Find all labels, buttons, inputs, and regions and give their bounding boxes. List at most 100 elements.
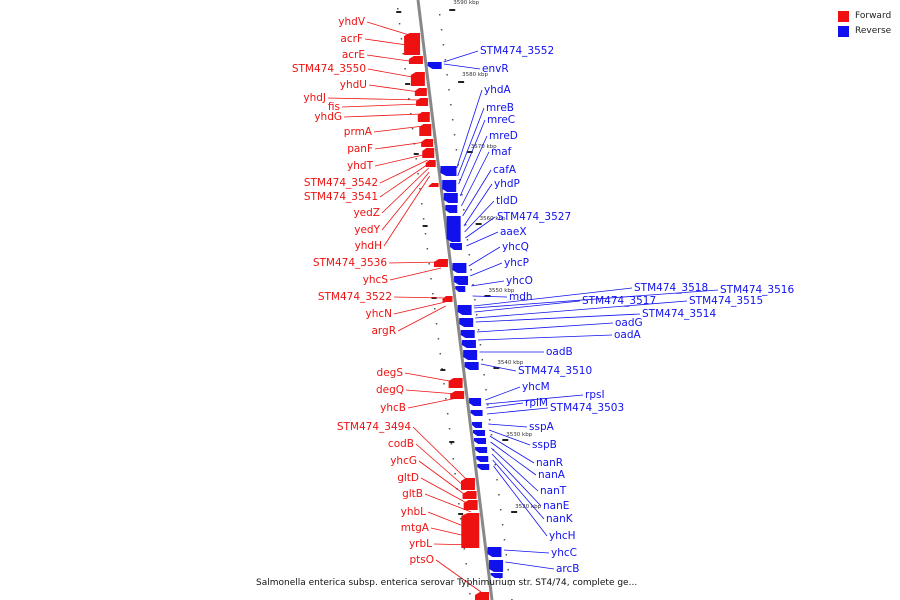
reverse-gene-label: sspA (529, 421, 555, 433)
forward-gene-label: yhcG (390, 455, 417, 467)
forward-leader-line (427, 511, 474, 531)
minor-tick-right (505, 554, 508, 556)
reverse-gene-label: yhcH (549, 530, 576, 542)
reverse-gene-block (464, 362, 479, 370)
forward-leader-line (343, 113, 423, 118)
forward-gene-block (428, 183, 439, 187)
minor-tick-left (400, 38, 403, 40)
forward-leader-line (407, 397, 458, 409)
reverse-gene-block (440, 166, 457, 176)
minor-tick-right (487, 404, 489, 406)
forward-leader-line (341, 103, 421, 108)
minor-tick-right (442, 44, 445, 46)
reverse-gene-label: STM474_3514 (642, 308, 716, 320)
minor-tick-left (463, 548, 466, 550)
forward-gene-label: STM474_3542 (304, 177, 378, 189)
minor-tick-left (459, 518, 462, 520)
forward-leader-line (397, 305, 446, 332)
reverse-gene-label: nanE (543, 500, 569, 512)
reverse-leader-line (475, 300, 688, 319)
reverse-gene-label: arcB (556, 563, 580, 575)
reverse-gene-label: maf (491, 146, 512, 158)
minor-tick-left (426, 248, 429, 250)
reverse-gene-block (472, 422, 483, 428)
forward-gene-block (462, 491, 477, 499)
minor-tick-left (408, 98, 410, 100)
forward-gene-label: yhcN (366, 308, 393, 320)
minor-tick-left (411, 128, 414, 130)
forward-leader-line (389, 267, 442, 281)
reverse-gene-block (459, 318, 474, 327)
reverse-leader-line (443, 63, 481, 70)
forward-gene-label: mtgA (401, 522, 430, 534)
major-tick (449, 441, 455, 443)
reverse-leader-line (475, 313, 641, 323)
reverse-gene-label: STM474_3503 (550, 402, 624, 414)
minor-tick-left (402, 53, 405, 55)
minor-tick-right (503, 539, 506, 541)
reverse-gene-block (442, 180, 457, 192)
forward-leader-line (420, 477, 471, 506)
reverse-leader-line (493, 465, 548, 537)
legend-reverse-label: Reverse (855, 26, 892, 36)
forward-gene-label: yhdV (338, 16, 366, 28)
reverse-leader-line (487, 407, 549, 415)
minor-tick-right (440, 29, 443, 31)
minor-tick-right (444, 59, 447, 61)
map-caption: Salmonella enterica subsp. enterica sero… (256, 578, 638, 588)
minor-tick-right (494, 464, 496, 466)
forward-leader-line (418, 460, 470, 499)
minor-tick-left (465, 563, 467, 565)
reverse-gene-block (461, 340, 476, 348)
forward-gene-label: yhdT (347, 160, 374, 172)
minor-tick-right (464, 224, 467, 226)
minor-tick-right (468, 254, 471, 256)
minor-tick-left (432, 293, 434, 295)
legend-forward-label: Forward (855, 11, 892, 21)
reverse-leader-line (488, 429, 531, 446)
major-tick (396, 11, 402, 13)
major-tick (484, 295, 491, 297)
forward-gene-block (433, 259, 448, 267)
reverse-leader-line (490, 441, 537, 476)
forward-gene-label: yhdU (340, 79, 367, 91)
forward-leader-line (435, 559, 482, 593)
reverse-leader-line (503, 549, 550, 554)
forward-leader-line (366, 54, 416, 63)
forward-gene-label: ptsO (409, 554, 434, 566)
reverse-leader-line (472, 295, 508, 298)
reverse-gene-label: mreC (487, 114, 515, 126)
forward-gene-label: yhdJ (303, 92, 326, 104)
major-tick (458, 513, 464, 515)
forward-leader-line (367, 68, 418, 79)
reverse-leader-line (457, 107, 485, 177)
tick-label: 3550 kbp (489, 288, 515, 294)
minor-tick-right (479, 344, 482, 346)
reverse-gene-block (487, 547, 502, 557)
reverse-leader-line (476, 322, 614, 333)
minor-tick-left (443, 383, 445, 385)
tick-label: 3590 kbp (453, 0, 479, 6)
forward-leader-line (393, 296, 445, 299)
reverse-leader-line (486, 402, 524, 409)
forward-gene-block (410, 72, 425, 86)
forward-gene-label: panF (347, 143, 373, 155)
minor-tick-right (485, 389, 487, 391)
reverse-gene-label: oadG (615, 317, 643, 329)
reverse-gene-block (452, 263, 467, 273)
reverse-gene-label: rplM (525, 397, 548, 409)
forward-leader-line (364, 38, 414, 47)
minor-tick-right (474, 299, 476, 301)
forward-gene-label: STM474_3494 (337, 421, 411, 433)
forward-gene-label: STM474_3522 (318, 291, 392, 303)
major-tick (413, 153, 419, 155)
reverse-gene-block (474, 438, 487, 444)
reverse-leader-line (489, 435, 535, 464)
major-tick (405, 83, 411, 85)
tick-label: 3580 kbp (462, 72, 488, 78)
forward-gene-block (416, 98, 429, 106)
forward-leader-line (424, 493, 472, 513)
minor-tick-left (433, 308, 436, 310)
major-tick (511, 511, 518, 513)
minor-tick-right (481, 359, 484, 361)
